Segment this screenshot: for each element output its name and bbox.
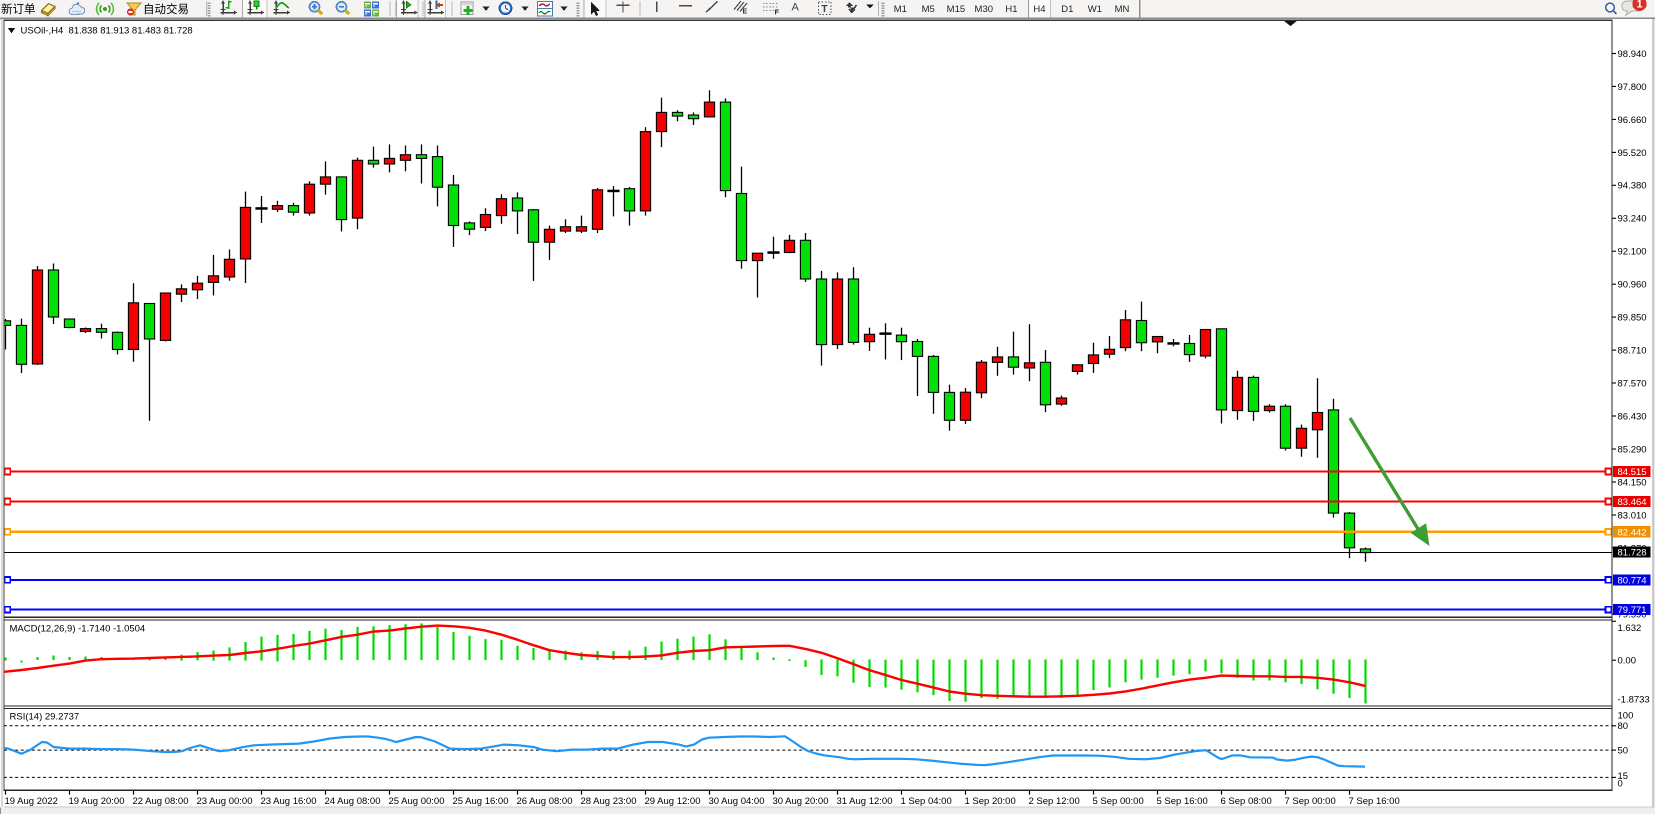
svg-text:84.515: 84.515: [1618, 467, 1647, 478]
svg-text:19 Aug 20:00: 19 Aug 20:00: [69, 796, 125, 807]
svg-text:19 Aug 2022: 19 Aug 2022: [5, 796, 58, 807]
svg-text:M5: M5: [922, 4, 935, 15]
svg-text:1 Sep 04:00: 1 Sep 04:00: [901, 796, 952, 807]
svg-text:88.710: 88.710: [1618, 346, 1647, 357]
svg-text:94.380: 94.380: [1618, 181, 1647, 192]
svg-text:5 Sep 16:00: 5 Sep 16:00: [1157, 796, 1208, 807]
svg-text:92.100: 92.100: [1618, 247, 1647, 258]
svg-text:2 Sep 12:00: 2 Sep 12:00: [1029, 796, 1080, 807]
svg-text:28 Aug 23:00: 28 Aug 23:00: [581, 796, 637, 807]
svg-text:84.150: 84.150: [1618, 477, 1647, 488]
svg-text:新订单: 新订单: [1, 2, 36, 16]
svg-text:6 Sep 08:00: 6 Sep 08:00: [1221, 796, 1272, 807]
svg-text:26 Aug 08:00: 26 Aug 08:00: [517, 796, 573, 807]
svg-text:-1.8733: -1.8733: [1618, 695, 1650, 706]
svg-text:W1: W1: [1088, 4, 1102, 15]
svg-text:30 Aug 20:00: 30 Aug 20:00: [773, 796, 829, 807]
svg-text:93.240: 93.240: [1618, 214, 1647, 225]
svg-text:90.960: 90.960: [1618, 280, 1647, 291]
svg-text:5 Sep 00:00: 5 Sep 00:00: [1093, 796, 1144, 807]
svg-text:1.632: 1.632: [1618, 623, 1642, 634]
svg-text:25 Aug 00:00: 25 Aug 00:00: [389, 796, 445, 807]
svg-text:85.290: 85.290: [1618, 444, 1647, 455]
svg-text:31 Aug 12:00: 31 Aug 12:00: [837, 796, 893, 807]
svg-text:29 Aug 12:00: 29 Aug 12:00: [645, 796, 701, 807]
svg-text:83.464: 83.464: [1618, 497, 1647, 508]
svg-text:95.520: 95.520: [1618, 148, 1647, 159]
svg-text:83.010: 83.010: [1618, 510, 1647, 521]
svg-text:M30: M30: [975, 4, 993, 15]
svg-text:USOil-,H4 81.838 81.913 81.48: USOil-,H4 81.838 81.913 81.483 81.728: [21, 26, 193, 37]
svg-text:RSI(14) 29.2737: RSI(14) 29.2737: [10, 712, 80, 723]
svg-text:0: 0: [1618, 778, 1623, 789]
svg-text:H4: H4: [1033, 4, 1045, 15]
svg-text:82.442: 82.442: [1618, 527, 1647, 538]
svg-text:86.430: 86.430: [1618, 411, 1647, 422]
svg-text:E: E: [743, 9, 748, 16]
svg-text:79.771: 79.771: [1618, 605, 1647, 616]
svg-text:25 Aug 16:00: 25 Aug 16:00: [453, 796, 509, 807]
svg-text:M1: M1: [894, 4, 907, 15]
svg-text:24 Aug 08:00: 24 Aug 08:00: [325, 796, 381, 807]
svg-text:D1: D1: [1061, 4, 1073, 15]
svg-text:81.728: 81.728: [1618, 548, 1647, 559]
svg-text:H1: H1: [1005, 4, 1017, 15]
svg-text:87.570: 87.570: [1618, 378, 1647, 389]
svg-text:0.00: 0.00: [1618, 656, 1637, 667]
svg-text:100: 100: [1618, 711, 1634, 722]
svg-text:23 Aug 16:00: 23 Aug 16:00: [261, 796, 317, 807]
svg-text:M15: M15: [947, 4, 965, 15]
svg-text:98.940: 98.940: [1618, 49, 1647, 60]
svg-text:T: T: [821, 3, 828, 15]
svg-text:80: 80: [1618, 721, 1629, 732]
svg-text:MN: MN: [1115, 4, 1130, 15]
svg-text:89.850: 89.850: [1618, 313, 1647, 324]
svg-text:A: A: [792, 2, 800, 14]
svg-text:1 Sep 20:00: 1 Sep 20:00: [965, 796, 1016, 807]
svg-text:自动交易: 自动交易: [143, 2, 189, 16]
svg-text:97.800: 97.800: [1618, 82, 1647, 93]
svg-text:96.660: 96.660: [1618, 115, 1647, 126]
svg-text:23 Aug 00:00: 23 Aug 00:00: [197, 796, 253, 807]
svg-text:7 Sep 00:00: 7 Sep 00:00: [1285, 796, 1336, 807]
svg-text:MACD(12,26,9) -1.7140 -1.0504: MACD(12,26,9) -1.7140 -1.0504: [10, 624, 146, 635]
svg-text:30 Aug 04:00: 30 Aug 04:00: [709, 796, 765, 807]
svg-text:1: 1: [1636, 0, 1642, 11]
svg-text:F: F: [775, 8, 780, 17]
svg-text:22 Aug 08:00: 22 Aug 08:00: [133, 796, 189, 807]
svg-text:50: 50: [1618, 746, 1629, 757]
svg-text:80.774: 80.774: [1618, 576, 1647, 587]
svg-text:7 Sep 16:00: 7 Sep 16:00: [1349, 796, 1400, 807]
